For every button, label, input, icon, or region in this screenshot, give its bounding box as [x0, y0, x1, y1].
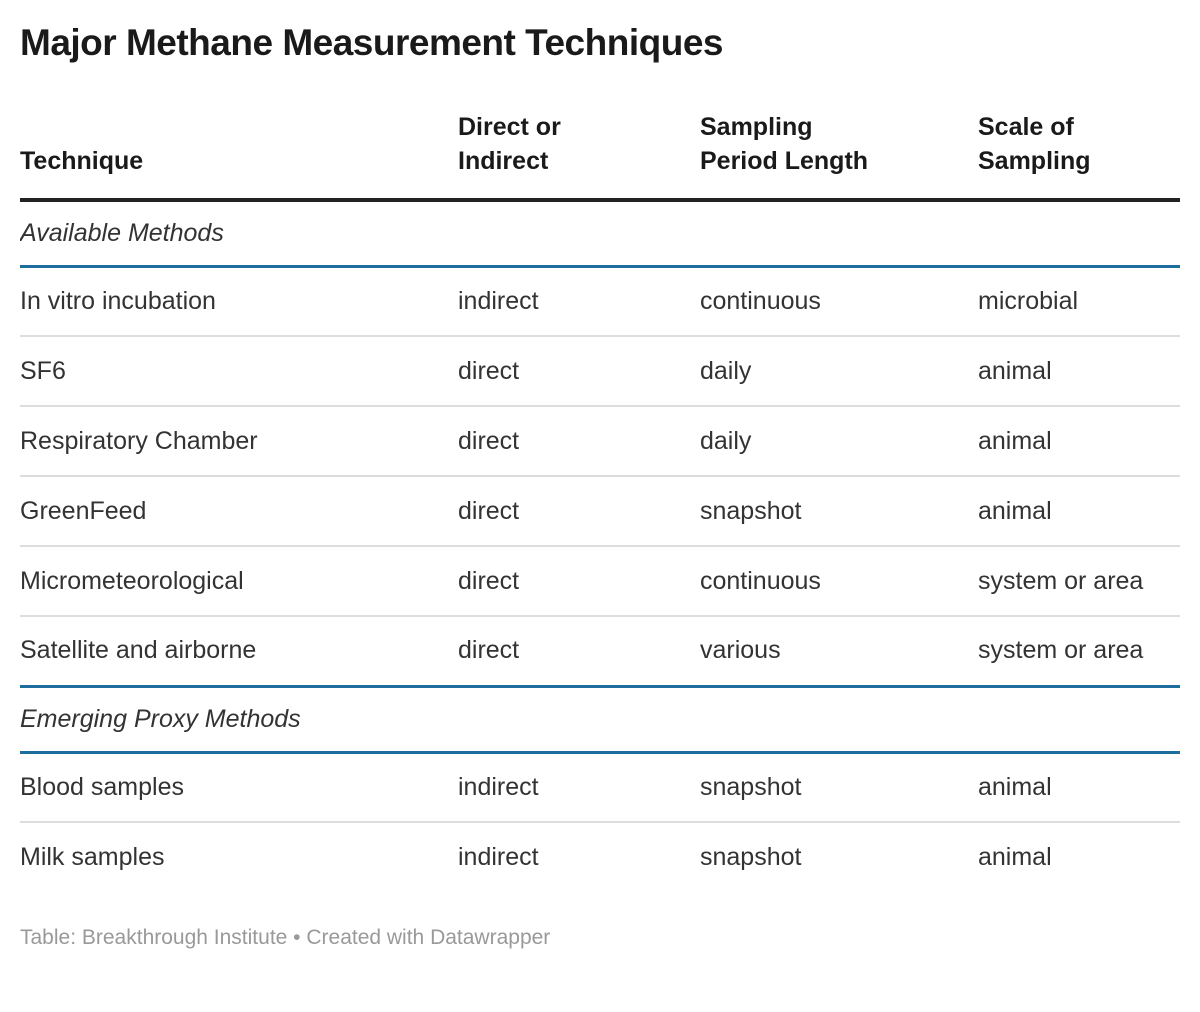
- data-table: Technique Direct or Indirect Sampling Period…: [20, 110, 1180, 892]
- table-row: Satellite and airborne direct various syste…: [20, 615, 1180, 686]
- column-header-3: Sampling Period Length: [700, 110, 978, 202]
- table-cell: direct: [458, 615, 700, 686]
- column-header-2: Direct or Indirect: [458, 110, 700, 202]
- table-cell: Milk samples: [20, 821, 458, 892]
- table-cell: GreenFeed: [20, 475, 458, 546]
- table-row: Milk samples indirect snapshot animal: [20, 821, 1180, 892]
- table-cell: continuous: [700, 545, 978, 616]
- table-cell: direct: [458, 475, 700, 546]
- section-label: Emerging Proxy Methods: [20, 684, 1180, 754]
- attribution-footer: Table: Breakthrough Institute • Created …: [20, 926, 551, 949]
- table-cell: animal: [978, 475, 1180, 546]
- table-cell: SF6: [20, 335, 458, 406]
- table-cell: snapshot: [700, 751, 978, 822]
- table-cell: Respiratory Chamber: [20, 405, 458, 476]
- table-cell: animal: [978, 335, 1180, 406]
- table-cell: system or area: [978, 615, 1180, 686]
- table-cell: indirect: [458, 821, 700, 892]
- table-row: GreenFeed direct snapshot animal: [20, 475, 1180, 546]
- column-header-4: Scale of Sampling: [978, 110, 1180, 202]
- table-cell: snapshot: [700, 475, 978, 546]
- table-cell: indirect: [458, 265, 700, 336]
- table-header-row: Technique Direct or Indirect Sampling Period…: [20, 110, 1180, 202]
- table-row: SF6 direct daily animal: [20, 335, 1180, 406]
- table-row: In vitro incubation indirect continuous mic…: [20, 265, 1180, 336]
- table-cell: Satellite and airborne: [20, 615, 458, 686]
- column-header-1: Technique: [20, 110, 458, 202]
- table-cell: Micrometeorological: [20, 545, 458, 616]
- table-cell: system or area: [978, 545, 1180, 616]
- table-cell: direct: [458, 335, 700, 406]
- section-label: Available Methods: [20, 198, 1180, 268]
- table-cell: Blood samples: [20, 751, 458, 822]
- table-cell: direct: [458, 545, 700, 616]
- table-cell: direct: [458, 405, 700, 476]
- table-cell: daily: [700, 405, 978, 476]
- table-row: Micrometeorological direct continuous syste…: [20, 545, 1180, 616]
- table-cell: animal: [978, 821, 1180, 892]
- table-cell: various: [700, 615, 978, 686]
- table-cell: indirect: [458, 751, 700, 822]
- table-cell: animal: [978, 405, 1180, 476]
- table-cell: snapshot: [700, 821, 978, 892]
- section-row: Emerging Proxy Methods: [20, 684, 1180, 754]
- table-row: Blood samples indirect snapshot animal: [20, 751, 1180, 822]
- chart-title: Major Methane Measurement Techniques: [20, 22, 723, 63]
- section-row: Available Methods: [20, 198, 1180, 268]
- table-cell: microbial: [978, 265, 1180, 336]
- table-cell: daily: [700, 335, 978, 406]
- table-cell: In vitro incubation: [20, 265, 458, 336]
- table-cell: continuous: [700, 265, 978, 336]
- table-row: Respiratory Chamber direct daily animal: [20, 405, 1180, 476]
- table-cell: animal: [978, 751, 1180, 822]
